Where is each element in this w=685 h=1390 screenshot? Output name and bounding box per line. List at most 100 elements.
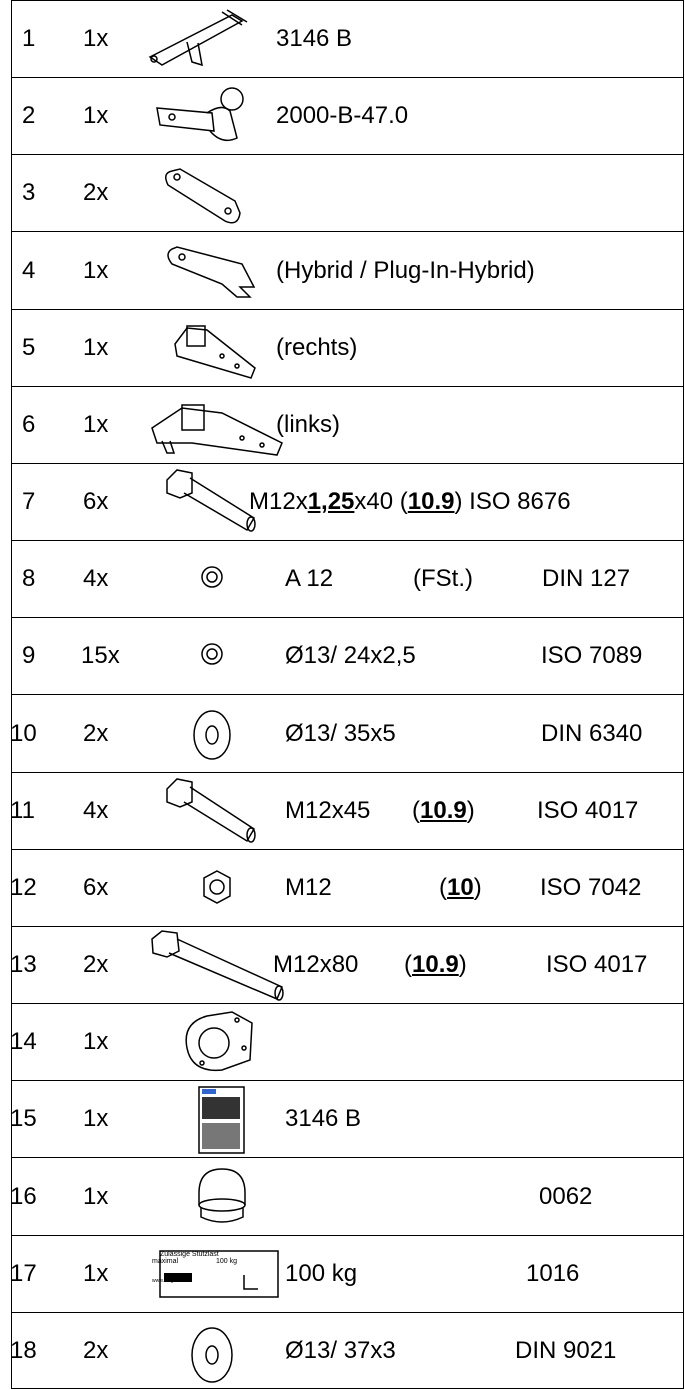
item-number: 6 (22, 410, 36, 438)
description-text: ) (473, 873, 482, 901)
description-group: ISO 4017 (537, 797, 638, 825)
part-drawing (185, 1011, 253, 1072)
description-group: 1016 (526, 1260, 579, 1288)
description-group: Ø13/ 24x2,5 (285, 642, 416, 670)
description-text: x40 ( (354, 488, 408, 516)
item-number: 4 (22, 256, 36, 284)
description-text: Ø13/ 24x2,5 (285, 642, 416, 670)
item-quantity: 4x (83, 565, 109, 593)
item-quantity: 1x (83, 333, 109, 361)
item-quantity: 2x (83, 951, 109, 979)
description-group: M12x45 (285, 797, 370, 825)
description-text: ISO 4017 (546, 951, 648, 979)
parts-row: 2 1x 2000-B-47.0 (12, 78, 683, 156)
description-group: 100 kg (285, 1260, 357, 1288)
description-text: DIN 127 (542, 565, 631, 593)
description-group: Ø13/ 37x3 (285, 1337, 396, 1365)
parts-row: 15 1x 3146 B (10, 1081, 683, 1159)
description-text: 0062 (539, 1182, 593, 1210)
description-text: ISO 7089 (541, 642, 643, 670)
description-text: 10.9 (412, 951, 459, 979)
part-drawing (166, 469, 256, 532)
description-text: M12x80 (273, 951, 359, 979)
parts-row: 10 2x Ø13/ 35x5 DIN 6340 (10, 696, 683, 773)
description-group: (Hybrid / Plug-In-Hybrid) (276, 257, 535, 285)
description-text: 2000-B-47.0 (276, 102, 409, 130)
description-group: M12x1,25x40 (10.9) ISO 8676 (249, 488, 571, 516)
item-quantity: 1x (83, 1028, 109, 1056)
parts-row: 8 4x A 12 (FSt.) DIN 127 (12, 541, 683, 619)
parts-row: 9 15x Ø13/ 24x2,5 ISO 7089 (12, 618, 683, 696)
item-number: 3 (22, 179, 36, 207)
description-text: (links) (276, 410, 340, 438)
description-text: M12x45 (285, 796, 371, 824)
description-group: ISO 7089 (541, 642, 642, 670)
description-group: 3146 B (276, 25, 352, 53)
item-number: 15 (10, 1105, 37, 1133)
description-text: 3146 B (276, 25, 353, 53)
description-text: 10.9 (420, 796, 467, 824)
item-quantity: 1x (83, 1105, 109, 1133)
part-drawing (166, 777, 256, 843)
description-text: Ø13/ 35x5 (285, 719, 396, 747)
item-number: 8 (22, 565, 36, 593)
parts-row: 17 1x 100 kg 1016 Zulässige Stützlast maximal… (10, 1236, 683, 1313)
parts-row: 5 1x (rechts) (12, 310, 683, 387)
description-text: 1,25 (307, 488, 355, 516)
parts-row: 12 6x M12 (10) ISO 7042 (10, 850, 683, 927)
description-text: 10 (447, 873, 474, 901)
description-group: (10) (439, 874, 482, 902)
description-text: Ø13/ 37x3 (285, 1337, 396, 1365)
parts-row: 7 6x M12x1,25x40 (10.9) ISO 8676 (12, 464, 683, 542)
label-text: Zulässige Stützlast (160, 1250, 219, 1258)
description-text: 100 kg (285, 1259, 358, 1287)
description-group: A 12 (285, 565, 333, 593)
description-group: M12x80 (273, 951, 358, 979)
parts-row: 14 1x (10, 1004, 683, 1082)
part-drawing (151, 930, 284, 1001)
item-quantity: 1x (83, 256, 109, 284)
item-number: 18 (10, 1337, 37, 1365)
description-text: A 12 (285, 565, 334, 593)
description-group: DIN 9021 (515, 1337, 616, 1365)
part-drawing (148, 9, 248, 67)
description-text: ISO 7042 (540, 873, 642, 901)
description-group: 2000-B-47.0 (276, 102, 408, 130)
description-text: (rechts) (276, 333, 358, 361)
part-drawing (159, 1249, 279, 1298)
item-number: 13 (10, 951, 37, 979)
description-text: DIN 9021 (515, 1337, 617, 1365)
item-number: 10 (10, 719, 37, 747)
item-quantity: 1x (83, 1259, 109, 1287)
description-group: (10.9) (404, 951, 467, 979)
part-drawing (151, 404, 283, 456)
description-text: (Hybrid / Plug-In-Hybrid) (276, 256, 535, 284)
item-number: 5 (22, 333, 36, 361)
description-text: M12x (249, 488, 308, 516)
description-group: Ø13/ 35x5 (285, 720, 396, 748)
item-number: 9 (22, 642, 36, 670)
item-quantity: 15x (81, 642, 120, 670)
description-group: 3146 B (285, 1105, 361, 1133)
description-text: ( (439, 873, 447, 901)
parts-row: 18 2x Ø13/ 37x3 DIN 9021 (10, 1313, 683, 1390)
parts-row: 16 1x 0062 (10, 1159, 683, 1236)
item-quantity: 1x (83, 1182, 109, 1210)
part-drawing (203, 869, 231, 904)
part-drawing (193, 709, 231, 760)
parts-row: 6 1x (links) (12, 387, 683, 464)
description-group: (rechts) (276, 334, 357, 362)
item-number: 14 (10, 1028, 37, 1056)
item-quantity: 2x (83, 1337, 109, 1365)
description-text: ( (412, 796, 420, 824)
parts-row: 11 4x M12x45 (10.9) ISO 4017 (10, 773, 683, 850)
item-quantity: 2x (83, 179, 109, 207)
description-group: (FSt.) (413, 565, 473, 593)
description-text: 3146 B (285, 1105, 362, 1133)
item-number: 12 (10, 873, 37, 901)
description-text: M12 (285, 873, 332, 901)
item-quantity: 1x (83, 25, 109, 53)
item-number: 11 (10, 796, 35, 824)
label-text: maximal (152, 1257, 179, 1265)
